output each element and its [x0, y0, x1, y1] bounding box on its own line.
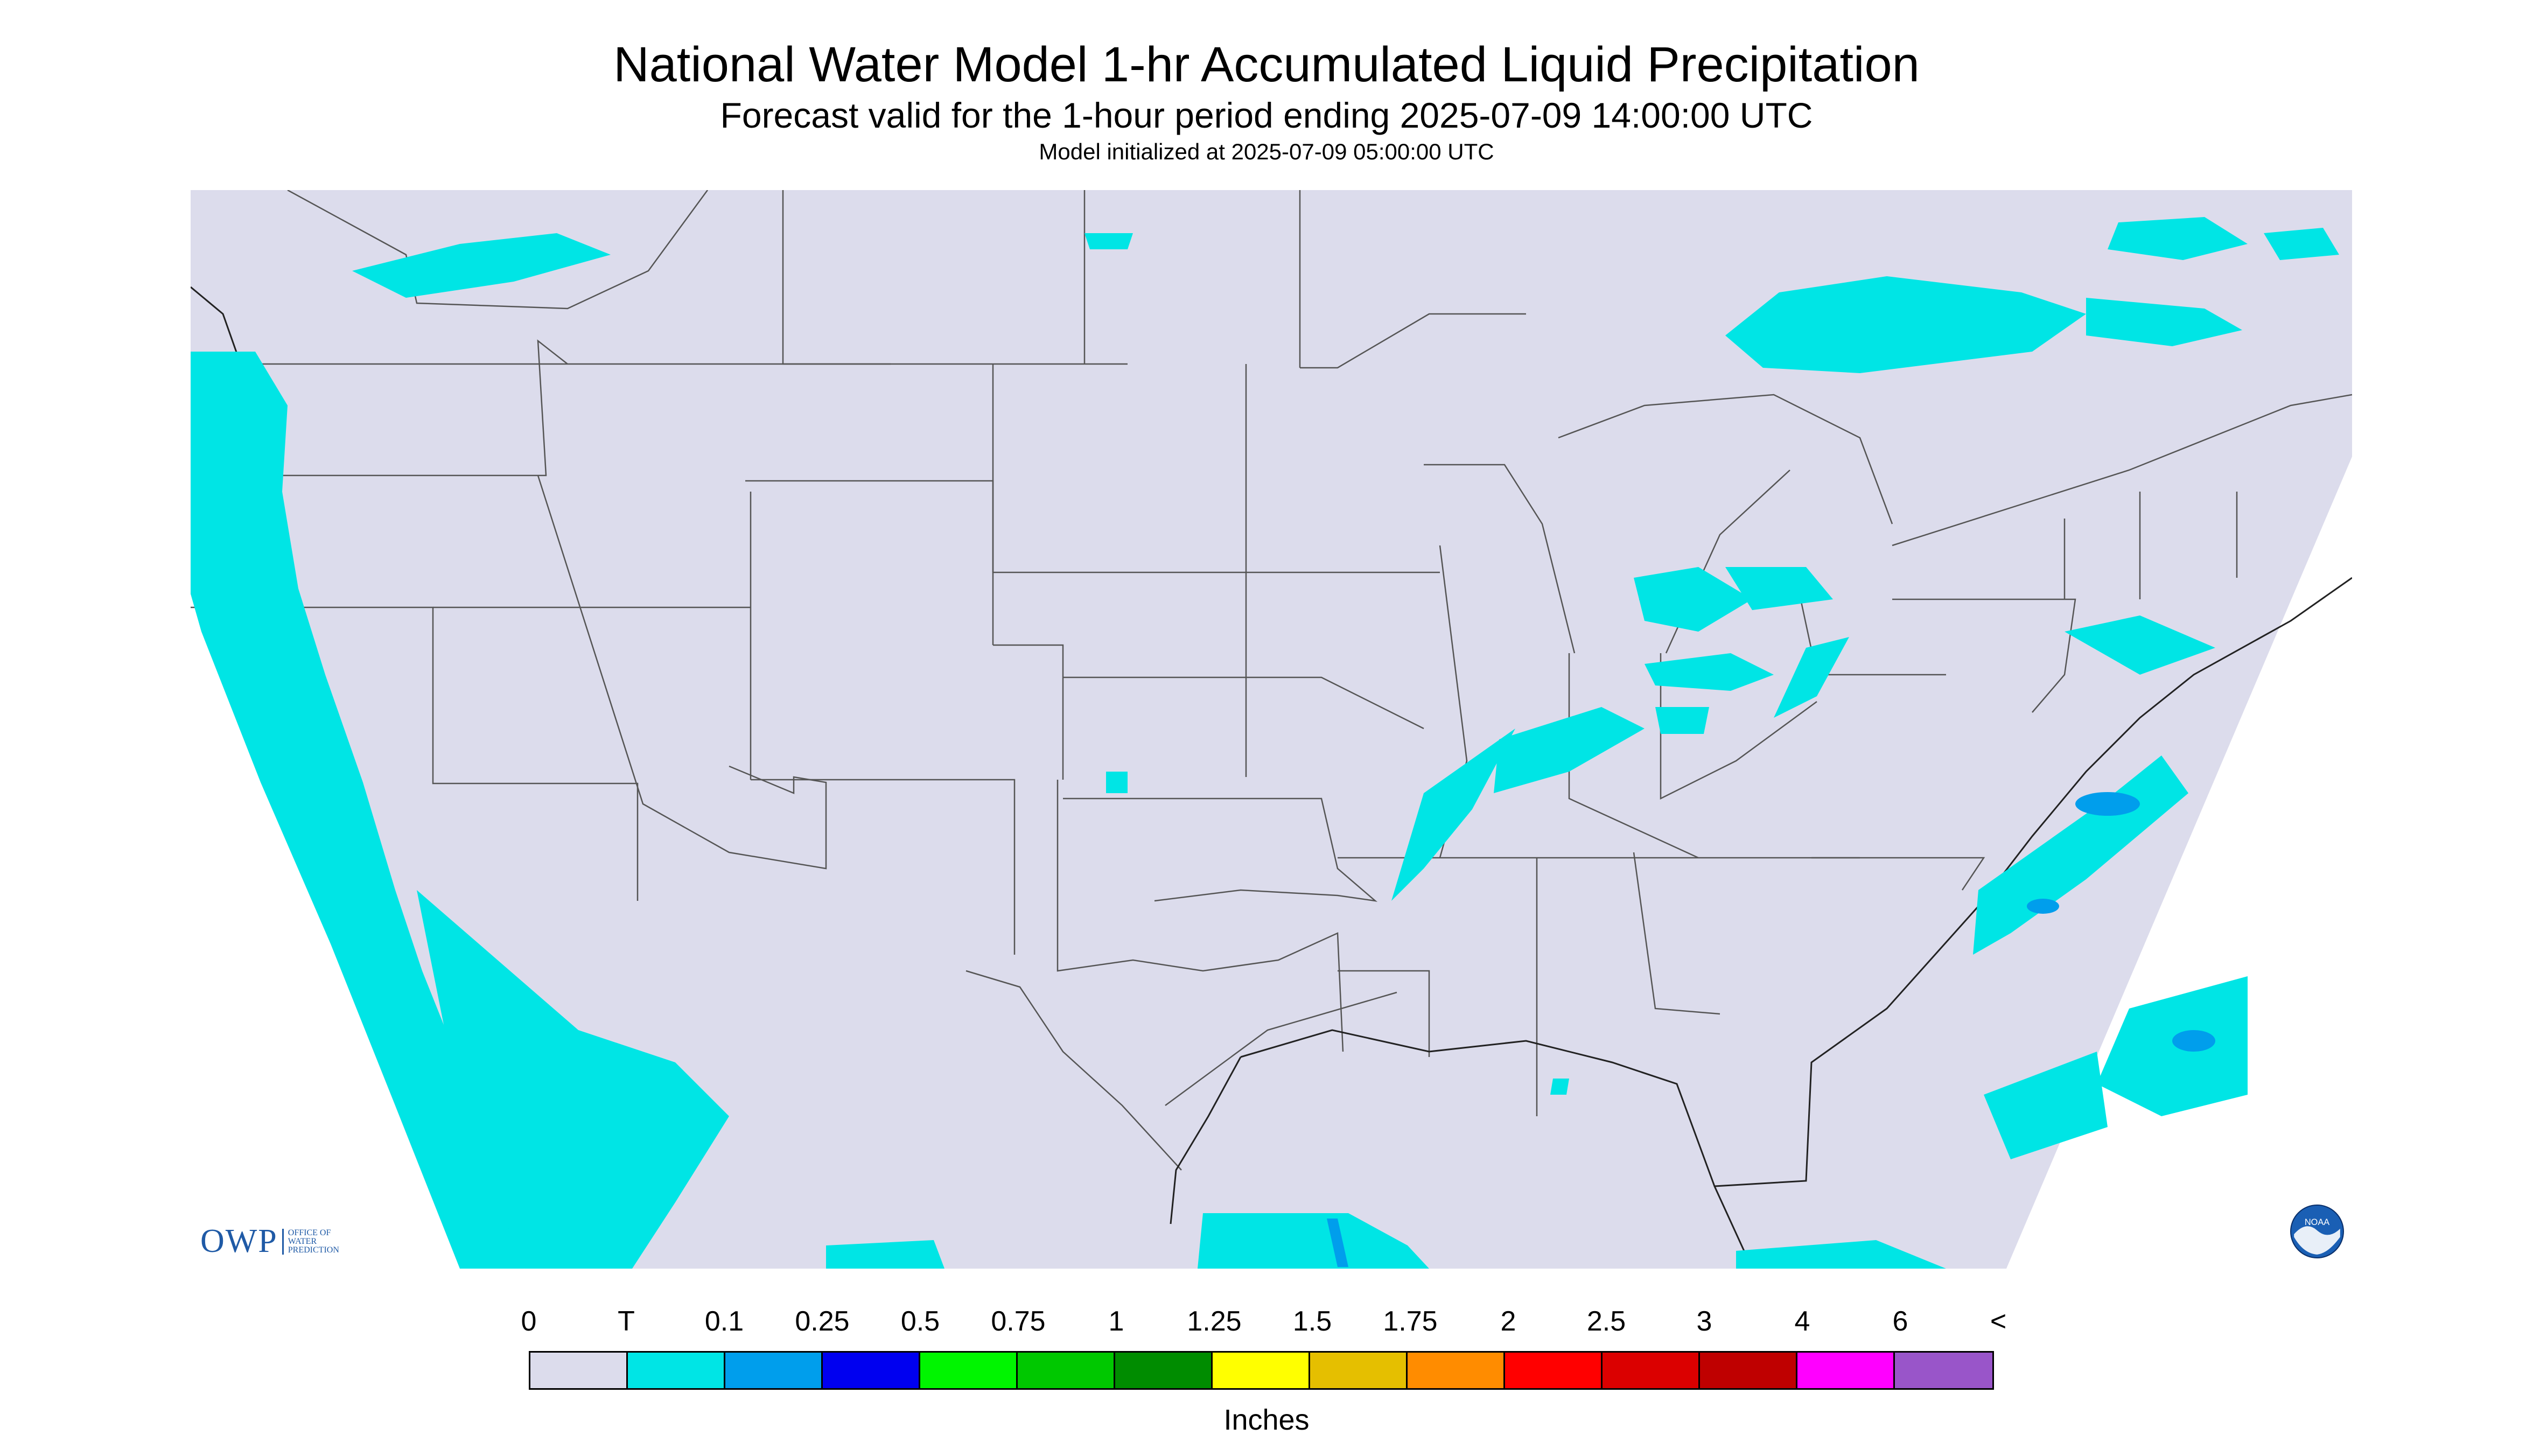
legend-swatch [1603, 1353, 1700, 1388]
legend-label: 2 [1500, 1306, 1516, 1337]
map-domain [191, 190, 2352, 1269]
legend-label: T [618, 1306, 635, 1337]
model-init-line: Model initialized at 2025-07-09 05:00:00… [1039, 139, 1494, 164]
legend-swatch [1018, 1353, 1115, 1388]
legend-swatch [1310, 1353, 1408, 1388]
legend-label: 0.1 [704, 1306, 744, 1337]
legend-swatch [1505, 1353, 1603, 1388]
precip-light [1327, 792, 2215, 1267]
legend-label: 0 [521, 1306, 537, 1337]
legend-colorbar [529, 1351, 1994, 1390]
legend-label: 1.75 [1383, 1306, 1438, 1337]
legend-swatch [530, 1353, 628, 1388]
legend-swatch [1408, 1353, 1505, 1388]
legend-label: 4 [1794, 1306, 1810, 1337]
legend-label: 1.5 [1292, 1306, 1332, 1337]
legend-swatch [920, 1353, 1018, 1388]
legend-label: 2.5 [1586, 1306, 1626, 1337]
legend-swatch [1115, 1353, 1213, 1388]
owp-logo-mark: OWP [200, 1223, 278, 1259]
legend-label: 6 [1892, 1306, 1908, 1337]
owp-logo: OWP OFFICE OF WATER PREDICTION [200, 1222, 339, 1261]
legend-swatch [1797, 1353, 1895, 1388]
legend-label: 1 [1108, 1306, 1124, 1337]
legend-swatch [823, 1353, 920, 1388]
legend-swatch [1213, 1353, 1310, 1388]
map-subtitle: Forecast valid for the 1-hour period end… [720, 95, 1813, 135]
legend-label: 0.25 [795, 1306, 850, 1337]
legend-label: 0.75 [991, 1306, 1046, 1337]
state-borders [191, 190, 2352, 1171]
noaa-logo: NOAA [2290, 1205, 2344, 1258]
legend-swatch [1895, 1353, 1992, 1388]
legend-label: 1.25 [1187, 1306, 1242, 1337]
legend-label: 3 [1696, 1306, 1712, 1337]
precipitation-map [191, 190, 2352, 1269]
legend-label: 0.5 [900, 1306, 940, 1337]
map-title: National Water Model 1-hr Accumulated Li… [613, 37, 1920, 92]
noaa-logo-text: NOAA [2305, 1217, 2329, 1227]
legend-swatch [725, 1353, 823, 1388]
legend-label: < [1990, 1306, 2007, 1337]
precip-trace [191, 217, 2339, 1269]
legend-swatch [628, 1353, 725, 1388]
legend-swatch [1700, 1353, 1797, 1388]
legend-units: Inches [1223, 1404, 1310, 1436]
owp-logo-text: OFFICE OF WATER PREDICTION [282, 1228, 339, 1255]
